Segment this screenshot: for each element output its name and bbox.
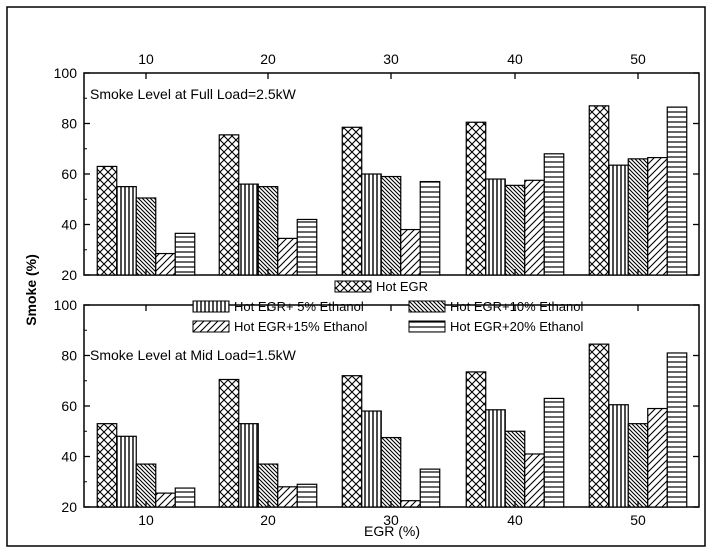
top-bar-hot-egr-20-ethanol-40 bbox=[543, 153, 565, 276]
top-xtick-label-50: 50 bbox=[630, 51, 646, 67]
bottom-bar-hot-egr-10-ethanol-50 bbox=[627, 423, 649, 508]
bottom-xtick-label-50: 50 bbox=[630, 512, 646, 528]
top-bar-hot-egr-20 bbox=[218, 134, 240, 276]
top-ytick-label-80: 80 bbox=[61, 116, 77, 132]
bottom-xtick-label-30: 30 bbox=[383, 512, 399, 528]
x-axis-title: EGR (%) bbox=[364, 523, 420, 539]
legend-label-hot-egr: Hot EGR bbox=[376, 279, 428, 294]
top-bar-hot-egr-20-ethanol-30 bbox=[419, 180, 441, 276]
legend-label-15-ethanol: Hot EGR+15% Ethanol bbox=[234, 319, 367, 334]
bottom-bar-hot-egr-15-ethanol-40 bbox=[524, 453, 545, 508]
bottom-xtick-label-20: 20 bbox=[260, 512, 276, 528]
top-ytick-label-40: 40 bbox=[61, 217, 77, 233]
bottom-ytick-label-80: 80 bbox=[61, 348, 77, 364]
bottom-bar-hot-egr-20-ethanol-50 bbox=[666, 352, 688, 508]
bottom-ytick-label-60: 60 bbox=[61, 398, 77, 414]
y-axis-title: Smoke (%) bbox=[23, 254, 39, 326]
bottom-bar-hot-egr-30 bbox=[341, 375, 363, 508]
legend-swatch-hot-egr bbox=[334, 280, 372, 293]
top-bar-hot-egr-20-ethanol-50 bbox=[666, 106, 688, 276]
bottom-panel-annotation: Smoke Level at Mid Load=1.5kW bbox=[90, 347, 297, 363]
top-bar-hot-egr-20-ethanol-20 bbox=[296, 218, 318, 276]
top-panel-annotation: Smoke Level at Full Load=2.5kW bbox=[90, 86, 297, 102]
top-bar-hot-egr-10-ethanol-50 bbox=[627, 158, 649, 276]
top-xtick-label-30: 30 bbox=[383, 51, 399, 67]
legend-label-20-ethanol: Hot EGR+20% Ethanol bbox=[450, 319, 583, 334]
legend-swatch-20-ethanol bbox=[408, 320, 446, 333]
top-bar-hot-egr-40 bbox=[465, 121, 487, 276]
top-bar-hot-egr-50 bbox=[588, 105, 610, 276]
bottom-bar-hot-egr-15-ethanol-10 bbox=[155, 492, 176, 508]
bottom-bar-hot-egr-5-ethanol-20 bbox=[238, 423, 259, 508]
outer-frame bbox=[6, 6, 706, 547]
top-bar-hot-egr-20-ethanol-10 bbox=[174, 232, 196, 276]
bottom-bar-group bbox=[96, 343, 688, 508]
top-xtick-label-20: 20 bbox=[260, 51, 276, 67]
top-axes: 20 40 60 80 100 10 20 30 40 50 bbox=[54, 51, 699, 283]
top-bar-hot-egr-5-ethanol-40 bbox=[485, 178, 506, 276]
bottom-ytick-label-40: 40 bbox=[61, 449, 77, 465]
top-bar-hot-egr-15-ethanol-10 bbox=[155, 252, 176, 276]
bottom-bar-hot-egr-5-ethanol-10 bbox=[116, 435, 137, 508]
top-bar-hot-egr-5-ethanol-10 bbox=[116, 186, 137, 276]
top-bar-hot-egr-5-ethanol-30 bbox=[361, 173, 382, 276]
bottom-bar-hot-egr-20-ethanol-30 bbox=[419, 468, 441, 508]
top-xtick-label-10: 10 bbox=[138, 51, 154, 67]
legend-label-5-ethanol: Hot EGR+ 5% Ethanol bbox=[234, 299, 364, 314]
bottom-bar-hot-egr-10-ethanol-20 bbox=[257, 463, 279, 508]
bottom-bar-hot-egr-15-ethanol-50 bbox=[647, 407, 668, 508]
legend-label-10-ethanol: Hot EGR+10% Ethanol bbox=[450, 299, 583, 314]
bottom-bar-hot-egr-5-ethanol-50 bbox=[608, 404, 629, 508]
top-bar-hot-egr-15-ethanol-20 bbox=[277, 237, 298, 276]
top-bar-hot-egr-15-ethanol-40 bbox=[524, 179, 545, 276]
top-ytick-label-20: 20 bbox=[61, 267, 77, 283]
top-ytick-label-60: 60 bbox=[61, 166, 77, 182]
legend-swatch-10-ethanol bbox=[408, 300, 446, 313]
bottom-xtick-label-40: 40 bbox=[507, 512, 523, 528]
bottom-bar-hot-egr-50 bbox=[588, 343, 610, 508]
top-bar-hot-egr-15-ethanol-30 bbox=[400, 228, 421, 276]
bottom-bar-hot-egr-10-ethanol-10 bbox=[135, 463, 157, 508]
top-bar-hot-egr-30 bbox=[341, 126, 363, 276]
top-bar-group bbox=[96, 105, 688, 276]
top-bar-hot-egr-10-ethanol-40 bbox=[504, 184, 526, 276]
top-bar-hot-egr-10 bbox=[96, 165, 118, 276]
bottom-bar-hot-egr-5-ethanol-40 bbox=[485, 409, 506, 508]
legend-swatch-5-ethanol bbox=[192, 300, 230, 313]
bottom-axes: 20 40 60 80 100 10 20 30 40 50 bbox=[54, 297, 699, 528]
top-bar-hot-egr-5-ethanol-20 bbox=[238, 183, 259, 276]
bottom-bar-hot-egr-10-ethanol-40 bbox=[504, 430, 526, 508]
bottom-ytick-label-20: 20 bbox=[61, 499, 77, 515]
bottom-bar-hot-egr-40 bbox=[465, 371, 487, 508]
bottom-bar-hot-egr-15-ethanol-30 bbox=[400, 500, 421, 508]
bottom-xtick-label-10: 10 bbox=[138, 512, 154, 528]
top-bar-hot-egr-10-ethanol-20 bbox=[257, 186, 279, 276]
top-bar-hot-egr-10-ethanol-30 bbox=[380, 175, 402, 276]
bottom-bar-hot-egr-20 bbox=[218, 378, 240, 508]
bottom-bar-hot-egr-5-ethanol-30 bbox=[361, 410, 382, 508]
top-bar-hot-egr-5-ethanol-50 bbox=[608, 164, 629, 276]
bottom-ytick-label-100: 100 bbox=[54, 297, 78, 313]
bottom-bar-hot-egr-10 bbox=[96, 423, 118, 508]
bottom-bar-hot-egr-20-ethanol-10 bbox=[174, 487, 196, 508]
legend: Hot EGR Hot EGR+ 5% Ethanol Hot EGR+10% … bbox=[192, 279, 583, 334]
top-bar-hot-egr-10-ethanol-10 bbox=[135, 197, 157, 276]
bottom-bar-hot-egr-10-ethanol-30 bbox=[380, 436, 402, 508]
bottom-bar-hot-egr-20-ethanol-40 bbox=[543, 397, 565, 508]
bottom-bar-hot-egr-15-ethanol-20 bbox=[277, 486, 298, 508]
top-ytick-label-100: 100 bbox=[54, 65, 78, 81]
legend-swatch-15-ethanol bbox=[192, 320, 230, 333]
top-xtick-label-40: 40 bbox=[507, 51, 523, 67]
top-bar-hot-egr-15-ethanol-50 bbox=[647, 156, 668, 276]
bottom-bar-hot-egr-20-ethanol-20 bbox=[296, 483, 318, 508]
